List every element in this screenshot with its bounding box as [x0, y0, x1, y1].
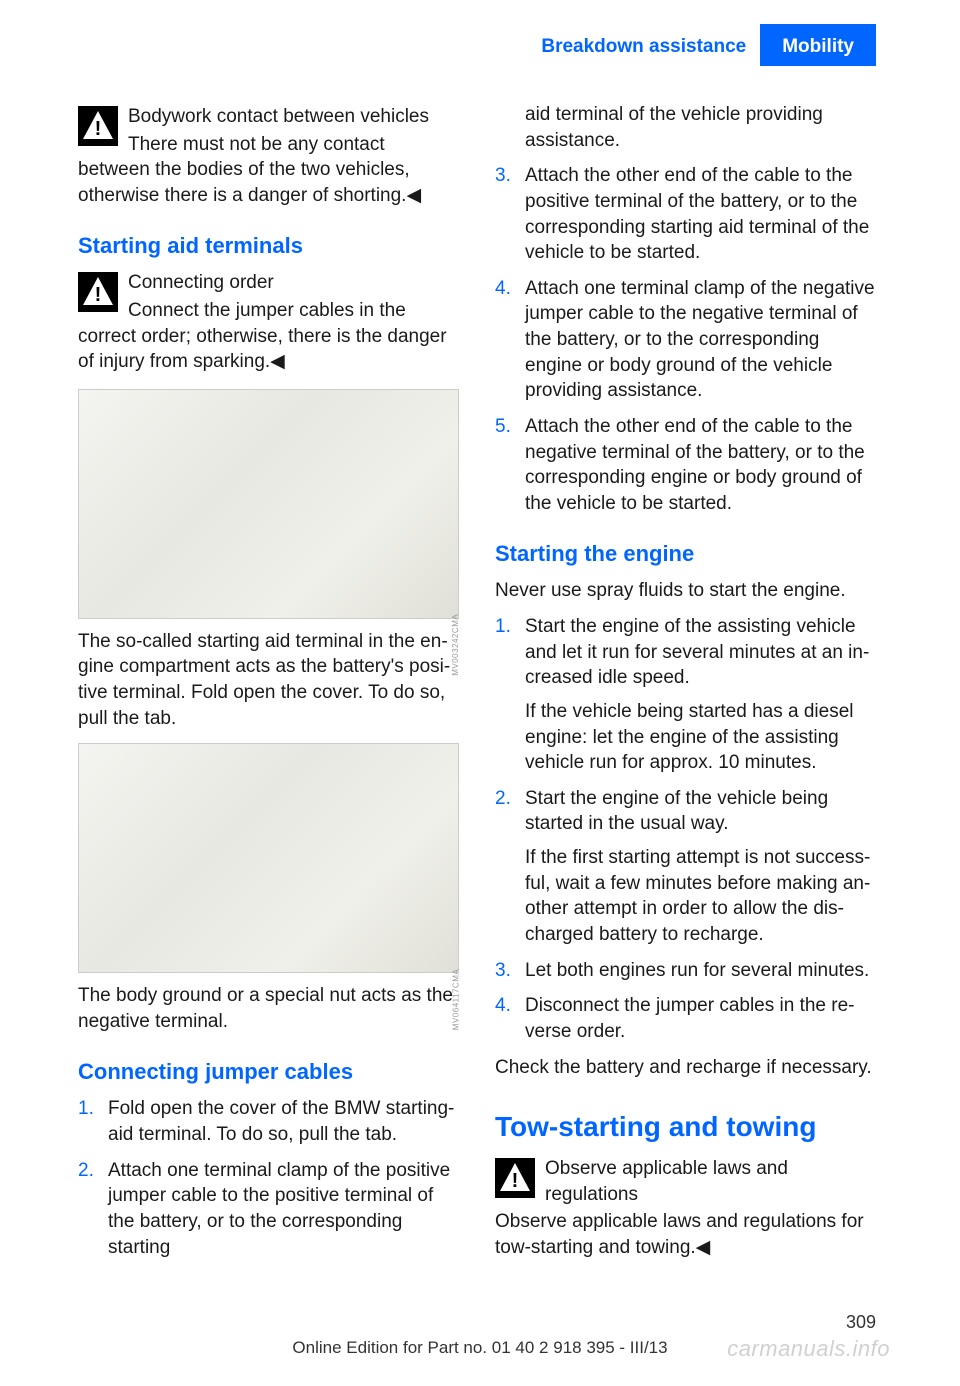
- step-text: Let both engines run for several minutes…: [525, 960, 869, 981]
- page-header: Breakdown assistance Mobility: [0, 24, 960, 66]
- heading-starting-engine: Starting the engine: [495, 539, 876, 569]
- figure-negative-terminal: [78, 743, 459, 973]
- header-section: Breakdown assistance: [527, 24, 760, 66]
- warning-title: Connecting order: [78, 270, 459, 296]
- step-item: Fold open the cover of the BMW starting-…: [78, 1096, 459, 1147]
- step-item: Disconnect the jumper cables in the re­v…: [495, 993, 876, 1044]
- step-item: Attach the other end of the cable to the…: [495, 163, 876, 266]
- figure-positive-terminal: [78, 389, 459, 619]
- warning-body: There must not be any contact between th…: [78, 134, 421, 206]
- watermark: carmanuals.info: [727, 1334, 890, 1364]
- svg-text:!: !: [95, 284, 102, 306]
- header-chapter: Mobility: [760, 24, 876, 66]
- step-item: Attach one terminal clamp of the positiv…: [78, 1158, 459, 1261]
- warning-title: Observe applicable laws and regulations: [495, 1156, 876, 1207]
- warning-tow: ! Observe applicable laws and regulation…: [495, 1156, 876, 1261]
- step-text: Disconnect the jumper cables in the re­v…: [525, 995, 855, 1042]
- warning-bodywork: ! Bodywork contact between vehicles Ther…: [78, 104, 459, 209]
- right-column: aid terminal of the vehicle providing as…: [495, 104, 876, 1275]
- step-text: Start the engine of the vehicle being st…: [525, 788, 828, 835]
- step-continuation: aid terminal of the vehicle providing as…: [495, 102, 876, 153]
- warning-icon: !: [78, 106, 118, 146]
- step-subtext: If the vehicle being started has a diese…: [525, 699, 876, 776]
- step-text: Fold open the cover of the BMW starting-…: [108, 1098, 454, 1145]
- warning-body: Observe applicable laws and regulations …: [495, 1211, 864, 1258]
- step-item: Start the engine of the assisting vehicl…: [495, 614, 876, 776]
- step-text: Attach the other end of the cable to the…: [525, 165, 869, 263]
- caption-negative-terminal: The body ground or a special nut acts as…: [78, 983, 459, 1034]
- heading-tow: Tow-starting and towing: [495, 1108, 876, 1146]
- page-number: 309: [846, 1310, 876, 1334]
- step-subtext: If the first starting attempt is not suc…: [525, 845, 876, 948]
- step-text: Attach one terminal clamp of the positiv…: [108, 1160, 450, 1258]
- heading-terminals: Starting aid terminals: [78, 231, 459, 261]
- warning-body: Connect the jumper cables in the correct…: [78, 300, 447, 372]
- warning-connecting-order: ! Connecting order Connect the jumper ca…: [78, 270, 459, 375]
- steps-connecting-right: Attach the other end of the cable to the…: [495, 163, 876, 516]
- step-item: Attach one terminal clamp of the negativ…: [495, 276, 876, 404]
- svg-text:!: !: [95, 118, 102, 140]
- step-text: Start the engine of the assisting vehicl…: [525, 616, 869, 688]
- step-item: Start the engine of the vehicle being st…: [495, 786, 876, 948]
- step-text: Attach one terminal clamp of the negativ…: [525, 278, 875, 402]
- start-intro: Never use spray fluids to start the engi…: [495, 578, 876, 604]
- heading-connecting: Connecting jumper cables: [78, 1057, 459, 1087]
- step-item: Attach the other end of the cable to the…: [495, 414, 876, 517]
- steps-connecting-left: Fold open the cover of the BMW starting-…: [78, 1096, 459, 1260]
- start-outro: Check the battery and recharge if necess…: [495, 1055, 876, 1081]
- step-text: Attach the other end of the cable to the…: [525, 416, 865, 514]
- step-item: Let both engines run for several minutes…: [495, 958, 876, 984]
- left-column: ! Bodywork contact between vehicles Ther…: [78, 104, 459, 1275]
- warning-title: Bodywork contact between vehicles: [78, 104, 459, 130]
- warning-icon: !: [495, 1158, 535, 1198]
- caption-positive-terminal: The so-called starting aid terminal in t…: [78, 629, 459, 732]
- warning-icon: !: [78, 272, 118, 312]
- steps-starting: Start the engine of the assisting vehicl…: [495, 614, 876, 1045]
- content-columns: ! Bodywork contact between vehicles Ther…: [0, 66, 960, 1275]
- svg-text:!: !: [512, 1170, 519, 1192]
